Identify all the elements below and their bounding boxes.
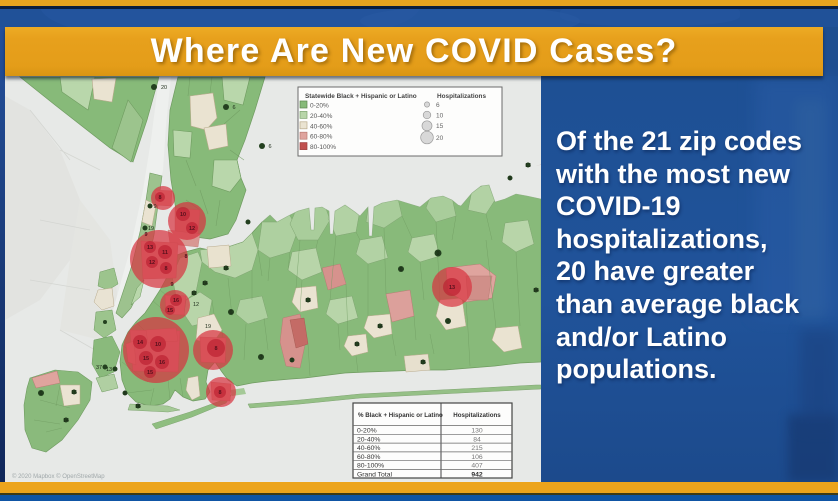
svg-text:Hospitalizations: Hospitalizations xyxy=(453,412,501,419)
svg-text:13: 13 xyxy=(147,245,153,251)
svg-text:19: 19 xyxy=(148,226,154,232)
svg-text:6: 6 xyxy=(229,310,232,316)
svg-text:15: 15 xyxy=(167,308,173,314)
svg-text:10: 10 xyxy=(180,212,186,218)
svg-text:16: 16 xyxy=(173,298,179,304)
svg-text:8: 8 xyxy=(164,266,167,272)
svg-text:6: 6 xyxy=(123,391,126,397)
svg-text:60-80%: 60-80% xyxy=(310,134,333,141)
svg-text:20-40%: 20-40% xyxy=(310,113,333,120)
svg-text:8: 8 xyxy=(218,390,221,396)
svg-text:942: 942 xyxy=(471,472,483,479)
svg-text:0-20%: 0-20% xyxy=(357,428,377,435)
svg-text:80-100%: 80-100% xyxy=(357,463,384,470)
svg-text:14: 14 xyxy=(533,288,539,294)
svg-text:12: 12 xyxy=(149,260,155,266)
svg-text:80-100%: 80-100% xyxy=(310,144,336,151)
svg-text:11: 11 xyxy=(354,342,360,348)
svg-text:13: 13 xyxy=(305,298,311,304)
svg-text:14: 14 xyxy=(202,281,208,287)
svg-text:8: 8 xyxy=(214,346,217,352)
svg-text:6: 6 xyxy=(436,102,440,109)
svg-text:10: 10 xyxy=(155,342,161,348)
svg-text:9: 9 xyxy=(170,282,173,288)
svg-text:19: 19 xyxy=(205,324,211,330)
svg-text:6: 6 xyxy=(39,391,42,397)
svg-text:12: 12 xyxy=(193,302,199,308)
svg-text:8: 8 xyxy=(184,254,187,260)
svg-text:15: 15 xyxy=(436,123,444,130)
svg-text:Statewide Black + Hispanic or: Statewide Black + Hispanic or Latino xyxy=(305,93,417,100)
svg-text:12: 12 xyxy=(191,291,197,297)
svg-text:7: 7 xyxy=(259,355,262,361)
svg-text:6: 6 xyxy=(268,144,271,150)
svg-text:20: 20 xyxy=(161,85,167,91)
svg-text:6: 6 xyxy=(232,105,235,111)
svg-text:40-60%: 40-60% xyxy=(310,123,333,130)
svg-text:16: 16 xyxy=(223,266,229,272)
svg-text:13: 13 xyxy=(449,285,455,291)
svg-text:14: 14 xyxy=(377,324,383,330)
svg-text:14: 14 xyxy=(137,340,144,346)
svg-text:215: 215 xyxy=(471,445,483,452)
svg-text:20-40%: 20-40% xyxy=(357,436,380,443)
svg-text:9: 9 xyxy=(436,251,439,257)
svg-text:8: 8 xyxy=(158,195,161,201)
svg-text:© 2020 Mapbox © OpenStreetMap: © 2020 Mapbox © OpenStreetMap xyxy=(12,473,105,480)
svg-text:37: 37 xyxy=(96,365,102,371)
svg-text:9: 9 xyxy=(508,176,511,182)
svg-text:12: 12 xyxy=(189,226,195,232)
svg-text:130: 130 xyxy=(471,428,483,435)
svg-text:84: 84 xyxy=(473,436,481,443)
svg-text:14: 14 xyxy=(63,418,69,424)
svg-text:13: 13 xyxy=(106,367,112,373)
svg-text:Hospitalizations: Hospitalizations xyxy=(437,93,486,100)
svg-text:9: 9 xyxy=(153,204,156,210)
svg-text:15: 15 xyxy=(420,360,426,366)
svg-text:0-20%: 0-20% xyxy=(310,103,329,110)
svg-text:13: 13 xyxy=(525,163,531,169)
svg-text:15: 15 xyxy=(143,356,149,362)
svg-text:20: 20 xyxy=(436,135,444,142)
svg-text:16: 16 xyxy=(159,360,165,366)
svg-text:11: 11 xyxy=(162,250,168,256)
svg-text:16: 16 xyxy=(71,390,77,396)
svg-text:40-60%: 40-60% xyxy=(357,445,380,452)
svg-text:Grand Total: Grand Total xyxy=(357,472,393,479)
svg-text:10: 10 xyxy=(436,113,444,120)
svg-text:2: 2 xyxy=(290,358,293,364)
svg-text:60-80%: 60-80% xyxy=(357,454,380,461)
svg-text:9: 9 xyxy=(144,232,147,238)
svg-text:106: 106 xyxy=(471,454,483,461)
svg-text:16: 16 xyxy=(135,404,141,410)
svg-text:407: 407 xyxy=(471,463,483,470)
svg-text:7: 7 xyxy=(446,319,449,325)
svg-text:15: 15 xyxy=(147,370,153,376)
svg-text:% Black + Hispanic or Latino: % Black + Hispanic or Latino xyxy=(358,412,443,419)
svg-text:6: 6 xyxy=(399,267,402,273)
